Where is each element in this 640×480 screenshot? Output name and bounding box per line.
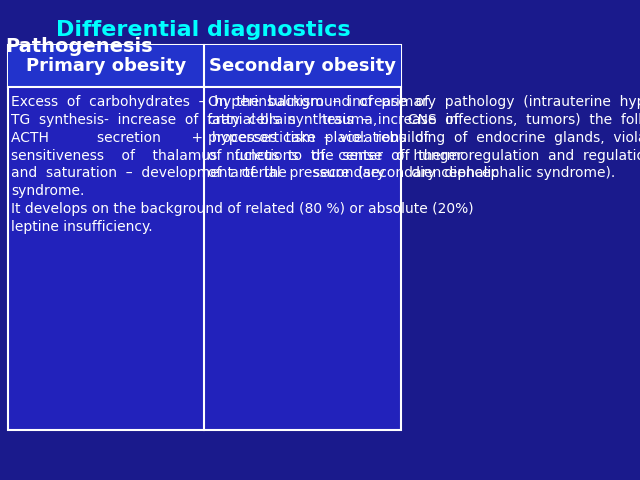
Text: Excess  of  carbohydrates  –  hyperinsulinism  –  increase  of
TG  synthesis-  i: Excess of carbohydrates – hyperinsulinis…	[12, 95, 499, 234]
Text: On  the  background  of  primary  pathology  (intrauterine  hypoxia,
cranial-bra: On the background of primary pathology (…	[208, 95, 640, 180]
Text: Differential diagnostics: Differential diagnostics	[56, 20, 351, 40]
Bar	[8, 45, 401, 430]
Text: Primary obesity: Primary obesity	[26, 57, 186, 75]
Text: Secondary obesity: Secondary obesity	[209, 57, 396, 75]
Text: Pathogenesis: Pathogenesis	[5, 37, 153, 56]
Bar	[8, 45, 401, 87]
